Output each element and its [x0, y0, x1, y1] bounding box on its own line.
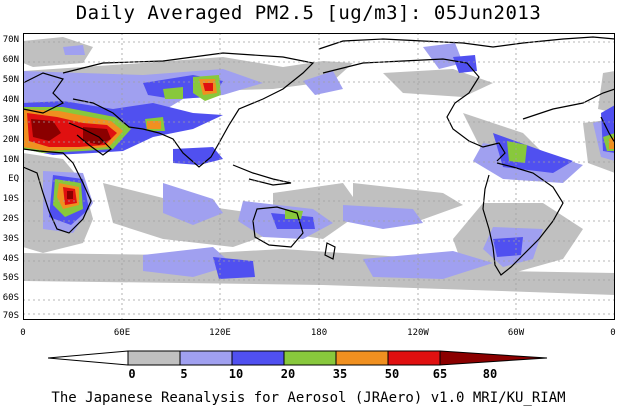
- coastline-layer: [23, 36, 615, 276]
- lon-label-120w: 120W: [407, 328, 429, 338]
- colorbar-tick-50: 50: [384, 367, 400, 381]
- colorbar-tick-20: 20: [280, 367, 296, 381]
- map-title: Daily Averaged PM2.5 [ug/m3]: 05Jun2013: [75, 2, 542, 24]
- map-grid: [23, 33, 615, 320]
- colorbar-segment-1: [127, 350, 181, 366]
- lat-label-60n: 60N: [2, 55, 19, 65]
- lat-label-50n: 50N: [2, 75, 19, 85]
- lat-label-10s: 10S: [2, 194, 19, 204]
- colorbar-segment-6: [387, 350, 441, 366]
- lat-label-40s: 40S: [2, 254, 19, 264]
- colorbar-tick-5: 5: [180, 367, 188, 381]
- colorbar-segment-4: [283, 350, 337, 366]
- colorbar-segment-3: [231, 350, 285, 366]
- colorbar-segment-5: [335, 350, 389, 366]
- colorbar: [48, 350, 548, 366]
- colorbar-segment-2: [179, 350, 233, 366]
- lat-label-70n: 70N: [2, 35, 19, 45]
- colorbar-segment-7: [439, 350, 548, 366]
- colorbar-tick-35: 35: [332, 367, 348, 381]
- lat-label-50s: 50S: [2, 273, 19, 283]
- colorbar-segment-0: [48, 350, 129, 366]
- lon-label-60e: 60E: [113, 328, 131, 338]
- lat-label-60s: 60S: [2, 293, 19, 303]
- colorbar-tick-80: 80: [482, 367, 498, 381]
- colorbar-tick-65: 65: [432, 367, 448, 381]
- footer-credit: The Japanese Reanalysis for Aerosol (JRA…: [51, 390, 566, 406]
- lon-label-180: 180: [310, 328, 328, 338]
- pm25-map: [23, 33, 615, 320]
- lat-label-40n: 40N: [2, 95, 19, 105]
- lat-label-70s: 70S: [2, 311, 19, 321]
- lat-label-eq: EQ: [8, 174, 19, 184]
- lon-label-120e: 120E: [209, 328, 231, 338]
- colorbar-tick-10: 10: [228, 367, 244, 381]
- colorbar-tick-0: 0: [128, 367, 136, 381]
- lat-label-20n: 20N: [2, 135, 19, 145]
- lat-label-10n: 10N: [2, 155, 19, 165]
- lon-label-0-left: 0: [20, 328, 26, 338]
- lat-label-20s: 20S: [2, 214, 19, 224]
- lat-label-30s: 30S: [2, 234, 19, 244]
- lon-label-60w: 60W: [507, 328, 525, 338]
- lon-label-0-right: 0: [610, 328, 616, 338]
- lat-label-30n: 30N: [2, 115, 19, 125]
